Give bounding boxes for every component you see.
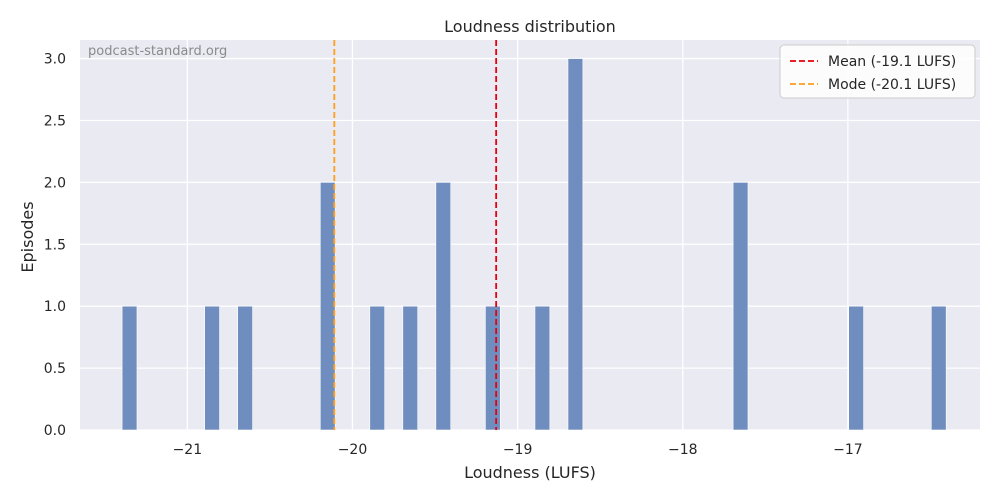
x-tick-label: −21 [173, 442, 203, 458]
grid-lines [80, 40, 980, 431]
histogram-bar [567, 58, 584, 431]
histogram-bar [534, 305, 551, 431]
legend-box [779, 44, 976, 99]
legend-mode-label: Mode (-20.1 LUFS) [828, 77, 956, 93]
watermark-text: podcast-standard.org [88, 44, 227, 59]
histogram-bar [485, 305, 501, 431]
histogram-bar [732, 182, 749, 431]
x-tick-label: −18 [668, 442, 698, 458]
legend-mean-label: Mean (-19.1 LUFS) [828, 54, 956, 70]
chart-title: Loudness distribution [444, 17, 616, 36]
y-tick-label: 0.0 [44, 423, 66, 439]
y-tick-label: 0.5 [44, 361, 66, 377]
histogram-bar [402, 305, 419, 431]
histogram-bar [435, 182, 452, 431]
histogram-bar [319, 182, 336, 431]
x-tick-label: −20 [338, 442, 368, 458]
x-axis-title: Loudness (LUFS) [464, 463, 596, 482]
histogram-bar [204, 305, 220, 431]
y-axis-ticks: 0.0 0.5 1.0 1.5 2.0 2.5 3.0 [44, 52, 66, 439]
histogram-bar [930, 305, 947, 431]
x-axis-ticks: −21 −20 −19 −18 −17 [173, 442, 863, 458]
x-tick-label: −19 [503, 442, 533, 458]
histogram-bar [848, 305, 864, 431]
y-tick-label: 1.0 [44, 299, 66, 315]
histogram-bar [369, 305, 385, 431]
reference-lines [333, 40, 498, 430]
y-tick-label: 2.5 [44, 113, 66, 129]
x-tick-label: −17 [833, 442, 863, 458]
histogram-bar [121, 305, 138, 431]
y-tick-label: 3.0 [44, 52, 66, 68]
bars [121, 58, 947, 431]
histogram-bar [237, 305, 253, 431]
y-tick-label: 1.5 [44, 237, 66, 253]
legend: Mean (-19.1 LUFS) Mode (-20.1 LUFS) [779, 44, 976, 99]
y-axis-title: Episodes [18, 201, 37, 272]
plot-area [80, 40, 980, 430]
y-tick-label: 2.0 [44, 175, 66, 191]
